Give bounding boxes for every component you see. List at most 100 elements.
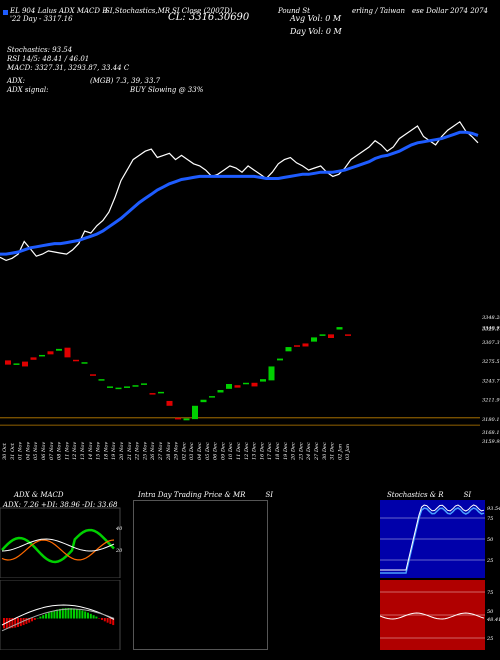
candle-11 [98, 379, 105, 381]
y-tick-1: 3340.92 [482, 325, 500, 331]
candle-14 [124, 386, 130, 388]
candle-40 [345, 334, 351, 336]
adx-signal-label: ADX signal: [7, 86, 49, 94]
stochastics-panel: 93.54 75 50 25 [380, 500, 500, 578]
x-tick-43: 02 Jan [337, 444, 343, 460]
macd-bar-36 [103, 618, 106, 622]
macd-text: MACD: 3327.31, 3293.87, 33.44 C [7, 64, 130, 72]
x-tick-44: 03 Jan [345, 444, 351, 460]
macd-bar-2 [8, 618, 11, 629]
x-tick-27: 06 Dec [213, 442, 219, 460]
macd-bar-4 [14, 618, 17, 628]
x-tick-15: 20 Nov [119, 442, 125, 461]
x-tick-31: 12 Dec [244, 442, 250, 460]
macd-line [1, 604, 115, 626]
candle-33 [285, 347, 292, 352]
candle-28 [243, 382, 249, 385]
x-tick-35: 18 Dec [275, 442, 281, 460]
macd-bar-12 [36, 618, 39, 619]
x-tick-3: 04 Nov [25, 442, 31, 460]
y-tick-0: 3348.26 [482, 315, 500, 321]
candle-7 [64, 347, 71, 358]
avg-vol: Avg Vol: 0 M [290, 14, 342, 23]
x-tick-16: 21 Nov [127, 442, 133, 461]
x-tick-32: 13 Dec [252, 442, 258, 460]
macd-bar-11 [33, 618, 36, 620]
adx-values: (MGB) 7.3, 39, 33.7 [90, 77, 161, 85]
adx-label: ADX: [7, 77, 26, 85]
x-tick-13: 18 Nov [103, 442, 109, 460]
y-tick-7: 3180.1 [482, 417, 500, 423]
x-tick-7: 08 Nov [57, 442, 63, 460]
x-tick-4: 05 Nov [33, 442, 39, 460]
macd-bar-8 [25, 618, 28, 624]
x-tick-24: 03 Dec [189, 442, 195, 460]
x-tick-30: 11 Dec [236, 442, 242, 460]
y-tick-4: 3275.5 [482, 359, 500, 365]
stoch-tick-3: 25 [486, 558, 493, 564]
x-tick-33: 16 Dec [259, 442, 265, 460]
stoch-tick-1: 75 [487, 516, 493, 522]
candle-4 [39, 354, 45, 357]
x-tick-19: 26 Nov [150, 442, 156, 461]
macd-bar-13 [39, 616, 42, 619]
candle-18 [158, 391, 164, 394]
macd-bar-16 [47, 612, 50, 619]
macd-bar-3 [11, 618, 14, 629]
header-line1c: SI Close (2007D) [172, 7, 233, 15]
series-line-close [0, 120, 479, 262]
x-tick-0: 30 Oct [2, 442, 8, 460]
x-tick-18: 25 Nov [142, 442, 148, 461]
day-vol: Day Vol: 0 M [290, 27, 342, 36]
macd-bar-14 [42, 615, 45, 619]
candle-9 [81, 362, 88, 364]
macd-bar-0 [3, 618, 5, 629]
rsi-tick-3: 25 [486, 636, 493, 642]
x-tick-23: 02 Dec [181, 442, 187, 460]
price-line-chart [0, 120, 479, 262]
candle-38 [328, 334, 334, 338]
legend-square [3, 10, 8, 15]
x-tick-25: 04 Dec [197, 442, 203, 460]
intraday-title: Intra Day Trading Price & MR SI [138, 491, 273, 499]
x-tick-10: 13 Nov [80, 442, 86, 460]
y-tick-6: 3211.9 [482, 398, 500, 404]
x-tick-34: 17 Dec [267, 442, 273, 460]
candle-8 [73, 359, 79, 362]
intraday-panel [133, 500, 268, 650]
macd-bar-17 [50, 611, 53, 619]
candle-2 [22, 361, 28, 367]
x-tick-28: 09 Dec [220, 442, 226, 460]
macd-bar-34 [98, 618, 101, 619]
macd-bar-10 [31, 618, 33, 622]
macd-bar-25 [73, 608, 75, 619]
macd-bar-37 [106, 618, 109, 623]
y-tick-2: 3329.1 [482, 327, 500, 333]
candle-19 [166, 400, 173, 406]
x-tick-42: 31 Dec [330, 442, 336, 460]
candle-30 [260, 379, 266, 382]
x-tick-6: 07 Nov [49, 442, 55, 460]
x-tick-11: 14 Nov [88, 442, 94, 460]
series-line-sma [0, 130, 479, 256]
candle-31 [268, 366, 275, 381]
macd-bar-35 [101, 618, 103, 620]
candle-22 [192, 405, 198, 420]
rsi-tick-2: 48.41 [486, 617, 500, 623]
adx-macd-title: ADX & MACD [14, 491, 64, 499]
header-line1: EL 904 Lalus ADX MACD B [10, 7, 108, 15]
rsi-text: RSI 14/5: 48.41 / 46.01 [7, 55, 90, 63]
macd-bar-15 [45, 613, 47, 619]
macd-bar-31 [89, 613, 92, 619]
header-line1e: erling / Taiwan [352, 7, 405, 15]
x-tick-9: 12 Nov [72, 442, 78, 460]
signal-line [1, 608, 115, 632]
candle-37 [319, 334, 326, 336]
y-tick-8: 3168.1 [482, 430, 500, 436]
candle-32 [277, 358, 283, 361]
buy-signal: BUY Slowing @ 33% [130, 86, 204, 94]
x-tick-5: 06 Nov [41, 442, 47, 460]
x-tick-17: 22 Nov [135, 442, 141, 461]
candle-15 [132, 385, 139, 387]
macd-bar-5 [17, 618, 19, 627]
